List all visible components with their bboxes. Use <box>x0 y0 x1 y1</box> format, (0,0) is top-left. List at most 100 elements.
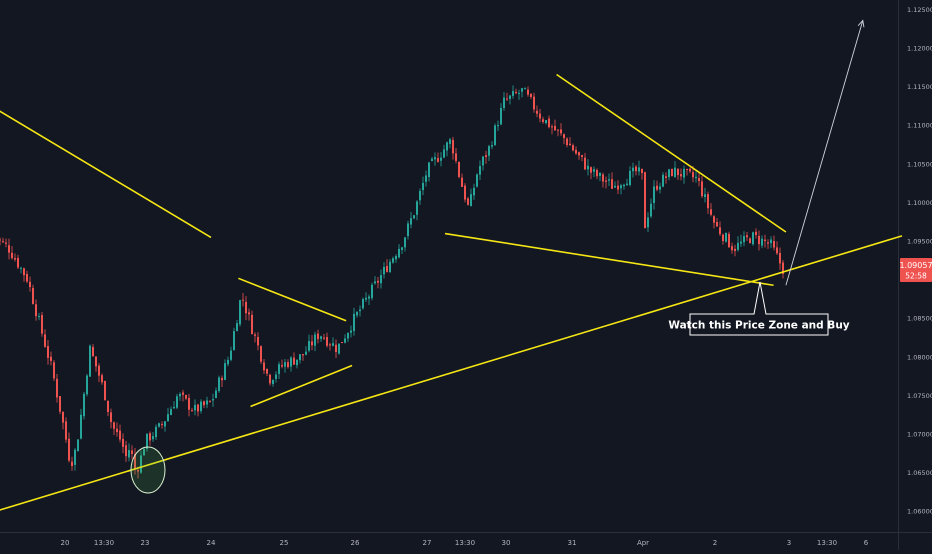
candle-body <box>284 362 286 367</box>
candle-body <box>266 368 268 374</box>
candle-body <box>65 421 67 440</box>
candle-body <box>140 455 142 473</box>
projection-arrow-line <box>785 20 864 286</box>
candle-body <box>674 167 676 177</box>
candle-body <box>539 113 541 119</box>
candle-body <box>443 149 445 158</box>
candles-layer <box>0 85 784 479</box>
candle-body <box>263 362 265 371</box>
candle-body <box>527 89 529 95</box>
candle-body <box>683 168 685 178</box>
candle-body <box>491 145 493 147</box>
candle-body <box>74 449 76 465</box>
candle-body <box>137 470 139 472</box>
annotation-text: Watch this Price Zone and Buy <box>668 320 849 332</box>
candle-body <box>386 266 388 272</box>
candle-body <box>434 157 436 160</box>
candle-body <box>230 350 232 360</box>
candle-body <box>338 343 340 354</box>
candle-body <box>44 334 46 347</box>
projection-arrow-head <box>857 19 865 28</box>
candle-body <box>422 182 424 191</box>
candle-body <box>770 239 772 244</box>
candle-body <box>395 256 397 260</box>
candle-body <box>71 461 73 467</box>
candle-body <box>134 454 136 470</box>
y-tick-label: 1.12000 <box>907 44 932 52</box>
candle-body <box>176 396 178 408</box>
candle-body <box>626 183 628 186</box>
candle-body <box>746 235 748 238</box>
x-tick-label: 26 <box>351 539 360 547</box>
candle-body <box>689 168 691 172</box>
candle-body <box>233 331 235 351</box>
candle-body <box>740 241 742 244</box>
candle-body <box>86 375 88 395</box>
candle-body <box>203 401 205 406</box>
x-tick-label: 25 <box>280 539 289 547</box>
candle-body <box>653 186 655 203</box>
candle-body <box>611 179 613 189</box>
candle-body <box>743 236 745 243</box>
candle-body <box>602 174 604 182</box>
candle-body <box>155 426 157 438</box>
candle-body <box>362 299 364 309</box>
candle-body <box>302 354 304 356</box>
candle-body <box>173 406 175 409</box>
x-tick-label: 23 <box>141 539 150 547</box>
candle-body <box>446 142 448 151</box>
candle-body <box>416 201 418 215</box>
candle-body <box>152 436 154 440</box>
annotation-layer: Watch this Price Zone and Buy <box>130 281 850 494</box>
candle-body <box>572 145 574 151</box>
candle-body <box>311 341 313 346</box>
candle-body <box>209 400 211 402</box>
candle-body <box>686 168 688 170</box>
candle-body <box>485 155 487 158</box>
candle-body <box>53 362 55 379</box>
candle-body <box>557 129 559 131</box>
candle-body <box>665 176 667 179</box>
candle-body <box>227 359 229 365</box>
candle-body <box>194 404 196 411</box>
candle-body <box>2 241 4 243</box>
candle-body <box>41 315 43 334</box>
candle-body <box>188 397 190 410</box>
candle-body <box>350 330 352 333</box>
candle-body <box>122 438 124 447</box>
y-tick-label: 1.08000 <box>907 353 932 361</box>
candle-body <box>290 357 292 367</box>
candle-body <box>368 296 370 299</box>
candle-body <box>281 365 283 367</box>
candle-body <box>347 332 349 339</box>
candle-body <box>20 267 22 269</box>
candle-body <box>518 92 520 94</box>
candle-body <box>101 375 103 383</box>
candle-body <box>167 414 169 422</box>
candle-body <box>599 172 601 176</box>
x-tick-label: 24 <box>207 539 216 547</box>
candle-body <box>398 248 400 258</box>
candle-body <box>59 396 61 412</box>
candle-body <box>641 168 643 174</box>
candle-body <box>116 428 118 433</box>
candle-body <box>308 341 310 351</box>
candle-body <box>200 401 202 412</box>
trendline <box>556 73 787 233</box>
candle-body <box>29 281 31 288</box>
candle-body <box>182 392 184 395</box>
candle-body <box>545 120 547 124</box>
candle-body <box>317 333 319 340</box>
candle-body <box>191 410 193 412</box>
y-tick-label: 1.06500 <box>907 469 932 477</box>
candle-body <box>500 107 502 125</box>
x-tick-label: 13:30 <box>817 539 837 547</box>
candle-body <box>110 412 112 423</box>
candle-body <box>131 450 133 454</box>
candle-body <box>563 134 565 139</box>
candle-body <box>92 346 94 357</box>
candle-body <box>38 316 40 318</box>
x-axis: 20 13:30 23 24 25 26 27 13:30 30 31 Apr 2 3 13:30 6 <box>61 539 869 547</box>
candle-body <box>158 423 160 427</box>
